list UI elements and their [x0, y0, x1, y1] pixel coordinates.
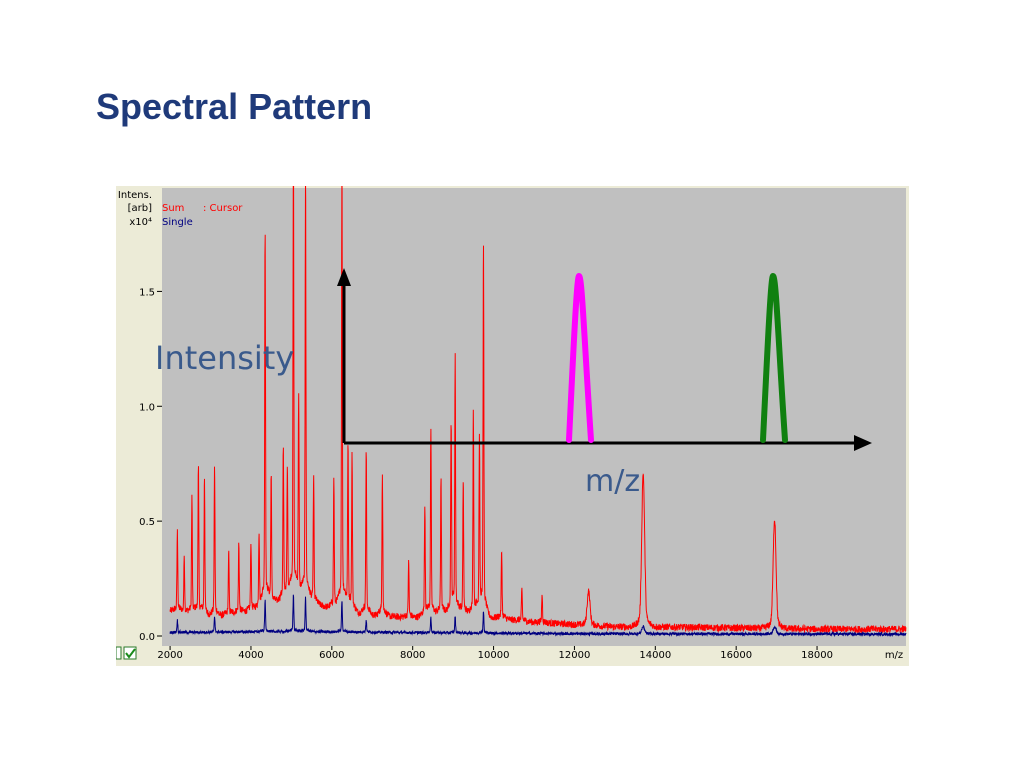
- spectrum-chart: Intens. [arb] x10⁴ Sum : Cursor Single 0…: [116, 186, 909, 666]
- schematic-overlay: Intensity m/z: [155, 268, 872, 499]
- y-tick-label: 1.0: [139, 402, 155, 413]
- x-axis-label: m/z: [885, 650, 903, 661]
- legend-single: Single: [162, 217, 193, 228]
- x-tick-label: 4000: [238, 650, 263, 661]
- schematic-x-arrowhead: [854, 435, 872, 451]
- series-sum-line: [169, 186, 907, 635]
- y-axis-caption-line-3: x10⁴: [129, 217, 152, 228]
- plot-area: [162, 188, 906, 646]
- x-axis-ticks: 2000 4000 6000 8000 10000 12000 14000 16000 1800…: [157, 646, 833, 661]
- legend: Sum : Cursor Single: [162, 203, 243, 228]
- series-single-line: [169, 594, 907, 638]
- slide-title: Spectral Pattern: [96, 86, 373, 127]
- x-tick-label: 8000: [400, 650, 425, 661]
- x-tick-label: 6000: [319, 650, 344, 661]
- schematic-y-arrowhead: [337, 268, 351, 286]
- y-tick-label: 0.0: [139, 632, 155, 643]
- checkmark-icon: [125, 648, 136, 659]
- x-tick-label: 18000: [801, 650, 833, 661]
- y-tick-label: 0.5: [139, 517, 155, 528]
- schematic-peak-magenta: [566, 272, 594, 443]
- checkbox-group: [116, 646, 137, 660]
- x-tick-label: 12000: [559, 650, 591, 661]
- y-axis-caption-line-1: Intens.: [118, 190, 152, 201]
- x-tick-label: 16000: [720, 650, 752, 661]
- y-axis-ticks: 0.0 0.5 1.0 1.5: [139, 287, 162, 643]
- x-tick-label: 14000: [639, 650, 671, 661]
- x-tick-label: 10000: [478, 650, 510, 661]
- y-tick-label: 1.5: [139, 287, 155, 298]
- legend-sum: Sum: [162, 203, 184, 214]
- checkbox-partial[interactable]: [116, 646, 122, 660]
- x-tick-label: 2000: [157, 650, 182, 661]
- spectrum-figure: Intens. [arb] x10⁴ Sum : Cursor Single 0…: [116, 186, 909, 666]
- schematic-mz-label: m/z: [585, 464, 640, 499]
- schematic-intensity-label: Intensity: [155, 339, 294, 377]
- legend-cursor: : Cursor: [203, 203, 243, 214]
- y-axis-caption-line-2: [arb]: [128, 203, 152, 214]
- schematic-peak-green: [760, 272, 788, 443]
